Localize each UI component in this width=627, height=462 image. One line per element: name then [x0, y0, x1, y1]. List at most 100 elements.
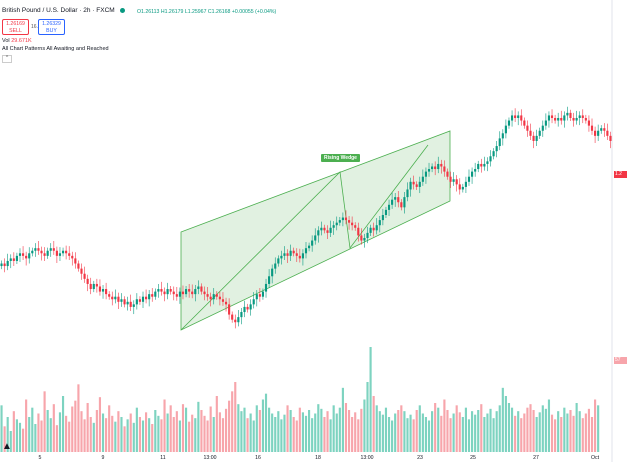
- volume-bar: [369, 347, 372, 452]
- volume-bar: [34, 424, 37, 452]
- volume-bar: [18, 422, 22, 452]
- ohlc-low: L1.25967: [184, 9, 207, 15]
- candle-body: [520, 115, 523, 121]
- candle-body: [105, 289, 108, 295]
- volume-bar: [357, 419, 360, 452]
- volume-bar: [394, 413, 397, 452]
- volume-bar: [415, 410, 418, 452]
- candle-body: [587, 120, 591, 126]
- volume-bar: [514, 415, 517, 452]
- candle-body: [74, 258, 77, 264]
- volume-bar: [28, 417, 31, 452]
- candle-body: [274, 263, 277, 269]
- volume-bar: [535, 417, 538, 452]
- volume-bar: [347, 410, 351, 452]
- candle-body: [474, 169, 477, 172]
- candle-body: [412, 181, 415, 185]
- candle-body: [141, 296, 145, 302]
- volume-bar: [443, 399, 446, 452]
- candle-body: [89, 283, 92, 290]
- candle-body: [129, 301, 132, 307]
- candle-body: [492, 151, 495, 157]
- volume-bar: [323, 417, 326, 452]
- candle-body: [184, 289, 188, 295]
- candle-body: [154, 291, 157, 297]
- volume-bar: [132, 422, 135, 452]
- pattern-label[interactable]: Rising Wedge: [321, 154, 360, 162]
- patterns-indicator-legend[interactable]: All Chart Patterns All Awaiting and Reac…: [2, 46, 109, 52]
- candle-body: [71, 255, 74, 259]
- candle-body: [218, 296, 221, 300]
- candle-body: [532, 135, 535, 141]
- candle-body: [584, 117, 587, 121]
- collapse-legend-button[interactable]: ^: [2, 55, 12, 63]
- volume-bar: [209, 406, 212, 452]
- candle-body: [92, 283, 95, 290]
- tradingview-logo-icon[interactable]: ▲: [2, 441, 12, 452]
- volume-bar: [271, 413, 274, 452]
- volume-bar: [412, 419, 415, 452]
- candle-body: [314, 235, 317, 241]
- volume-bar: [378, 411, 381, 452]
- volume-bar: [440, 415, 443, 452]
- candle-body: [28, 253, 31, 259]
- volume-bar: [384, 407, 388, 452]
- candle-body: [609, 135, 612, 141]
- symbol-title[interactable]: British Pound / U.S. Dollar · 2h · FXCM: [2, 7, 115, 14]
- candle-body: [271, 268, 274, 277]
- volume-bar: [289, 410, 292, 452]
- volume-bar: [578, 411, 581, 452]
- candle-body: [458, 184, 461, 190]
- volume-bar: [111, 415, 114, 452]
- volume-indicator-legend[interactable]: Vol 29.671K: [2, 38, 32, 44]
- candle-body: [514, 115, 517, 118]
- volume-bar: [6, 417, 9, 452]
- x-tick-label: 18: [315, 455, 321, 461]
- volume-bar: [501, 387, 504, 452]
- symbol-header[interactable]: British Pound / U.S. Dollar · 2h · FXCM: [2, 6, 125, 15]
- candle-body: [391, 199, 394, 205]
- volume-bar: [547, 399, 551, 452]
- candle-body: [200, 286, 203, 292]
- volume-bar: [120, 417, 123, 452]
- buy-button[interactable]: 1.26329 BUY: [38, 19, 65, 35]
- candle-body: [329, 227, 332, 233]
- volume-bar: [363, 399, 366, 452]
- candle-body: [427, 169, 431, 172]
- volume-bar: [557, 411, 560, 452]
- volume-bar: [498, 405, 501, 452]
- volume-bar: [298, 407, 301, 452]
- volume-bar: [46, 410, 49, 452]
- candle-body: [101, 289, 105, 292]
- volume-bar: [344, 403, 348, 452]
- candle-body: [483, 163, 486, 167]
- volume-bar: [409, 414, 412, 452]
- volume-bar: [181, 404, 185, 452]
- volume-bar: [437, 407, 440, 452]
- candle-body: [148, 294, 151, 300]
- x-tick-label: 11: [160, 455, 166, 461]
- volume-bar: [135, 407, 138, 452]
- candle-body: [268, 276, 271, 284]
- volume-bar: [387, 417, 391, 452]
- candle-body: [126, 301, 129, 305]
- volume-bar: [532, 410, 535, 452]
- ohlc-high: H1.26179: [160, 9, 184, 15]
- candle-body: [12, 258, 15, 261]
- volume-bar: [221, 418, 225, 452]
- volume-bar: [71, 406, 74, 452]
- candle-body: [175, 294, 178, 297]
- volume-bar: [12, 411, 15, 452]
- sell-button[interactable]: 1.26169 SELL: [2, 19, 29, 35]
- candle-body: [157, 289, 160, 292]
- volume-bar: [295, 420, 298, 452]
- candle-body: [326, 230, 329, 233]
- candle-body: [240, 312, 243, 318]
- volume-bar: [246, 418, 249, 452]
- volume-bar: [597, 405, 600, 452]
- volume-bar: [249, 413, 252, 452]
- buy-price: 1.26329: [42, 21, 61, 27]
- candle-body: [252, 299, 255, 305]
- candle-body: [145, 296, 148, 300]
